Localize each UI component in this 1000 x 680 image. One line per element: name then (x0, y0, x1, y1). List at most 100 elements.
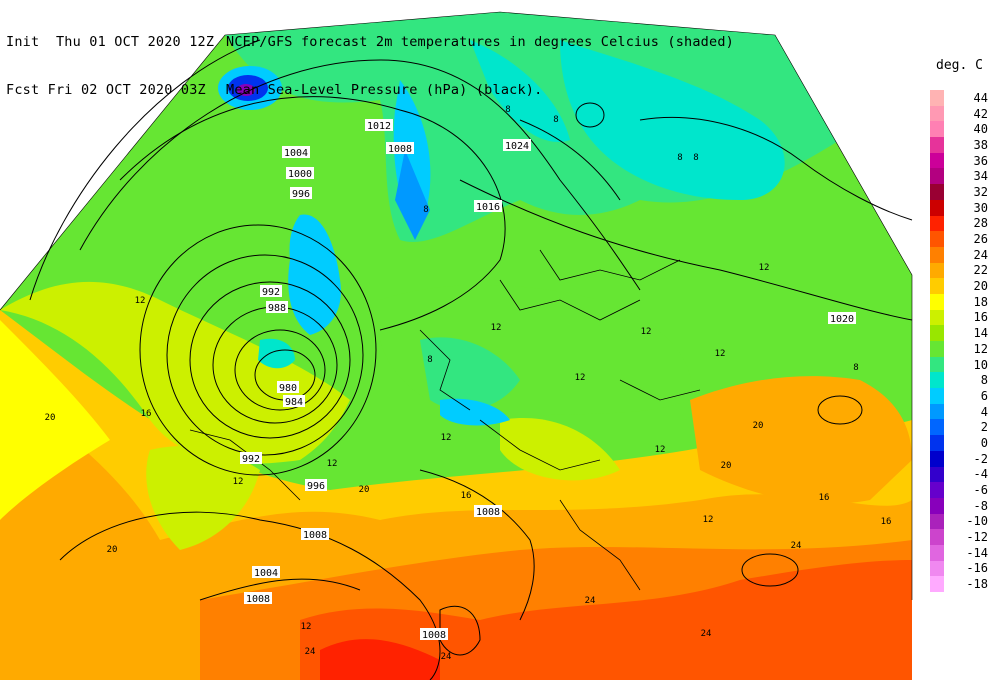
temperature-label: 16 (881, 517, 892, 527)
legend-label: -18 (966, 577, 988, 592)
legend-label: 28 (973, 216, 988, 231)
legend-label: 4 (980, 404, 988, 419)
temperature-label: 12 (327, 459, 338, 469)
legend-item: -12 (930, 529, 988, 545)
svg-text:1024: 1024 (505, 141, 529, 152)
svg-text:1008: 1008 (246, 594, 270, 605)
legend-label: 42 (973, 106, 988, 121)
legend-swatch (930, 105, 944, 122)
temperature-label: 20 (721, 461, 732, 471)
pressure-label: 992 (260, 285, 282, 298)
legend-swatch (930, 356, 944, 373)
pressure-label: 992 (240, 452, 262, 465)
legend-label: 24 (973, 247, 988, 262)
pressure-label: 996 (305, 479, 327, 492)
temperature-label: 20 (359, 485, 370, 495)
svg-text:996: 996 (307, 481, 325, 492)
legend-swatch (930, 215, 944, 232)
temperature-label: 20 (45, 413, 56, 423)
svg-text:992: 992 (242, 454, 260, 465)
temperature-label: 12 (703, 515, 714, 525)
legend-item: -14 (930, 544, 988, 561)
temperature-label: 24 (585, 596, 596, 606)
pressure-label: 1020 (828, 312, 856, 325)
legend-label: 6 (980, 388, 988, 403)
temperature-label: 8 (677, 153, 682, 163)
svg-text:1008: 1008 (422, 630, 446, 641)
legend-label: 0 (980, 435, 988, 450)
legend-label: 40 (973, 122, 988, 137)
svg-text:1012: 1012 (367, 121, 391, 132)
legend-swatch (930, 388, 944, 404)
legend-item: 44 (930, 90, 988, 106)
legend-item: 34 (930, 168, 988, 185)
svg-text:984: 984 (285, 397, 303, 408)
title-line-1: NCEP/GFS forecast 2m temperatures in deg… (226, 34, 734, 50)
legend-swatch (930, 152, 944, 169)
temperature-field (0, 12, 912, 680)
legend-item: 42 (930, 105, 988, 122)
legend-label: -6 (973, 483, 988, 498)
pressure-label: 1008 (386, 142, 414, 155)
legend-label: 2 (980, 420, 988, 435)
temperature-label: 16 (819, 493, 830, 503)
legend-label: -8 (973, 498, 988, 513)
map-boundary (0, 11, 913, 600)
legend-label: 16 (973, 310, 988, 325)
svg-text:992: 992 (262, 287, 280, 298)
legend-swatch (930, 168, 944, 185)
svg-text:1008: 1008 (476, 507, 500, 518)
legend-item: -10 (930, 513, 988, 530)
legend-swatch (930, 544, 944, 561)
temperature-label: 20 (107, 545, 118, 555)
legend-swatch (930, 121, 944, 138)
pressure-label: 1004 (252, 566, 280, 579)
legend-swatch (930, 293, 944, 310)
legend-label: 22 (973, 263, 988, 278)
legend-label: -4 (973, 467, 988, 482)
temperature-label: 24 (441, 652, 452, 662)
legend-item: 14 (930, 325, 988, 341)
legend-swatch (930, 262, 944, 279)
temperature-label: 12 (575, 373, 586, 383)
legend-swatch (930, 466, 944, 483)
temperature-label: 12 (233, 477, 244, 487)
forecast-time-line: Fcst Fri 02 OCT 2020 03Z (6, 82, 206, 98)
temperature-label: 8 (505, 105, 510, 115)
legend-label: 26 (973, 232, 988, 247)
legend-swatch (930, 90, 944, 106)
pressure-label: 1016 (474, 200, 502, 213)
temperature-label: 12 (715, 349, 726, 359)
legend-item: 2 (930, 419, 988, 436)
legend-label: 32 (973, 184, 988, 199)
legend-item: 18 (930, 293, 988, 310)
legend-label: -16 (966, 561, 988, 576)
temperature-label: 12 (135, 296, 146, 306)
temperature-label: 20 (753, 421, 764, 431)
legend-swatch (930, 184, 944, 200)
temperature-label: 8 (427, 355, 432, 365)
map-header: Init Thu 01 OCT 2020 12Z NCEP/GFS foreca… (6, 2, 734, 114)
temperature-label: 16 (141, 409, 152, 419)
svg-text:1004: 1004 (284, 148, 308, 159)
title-line-2: Mean Sea-Level Pressure (hPa) (black). (226, 82, 543, 98)
pressure-label: 1008 (474, 505, 502, 518)
init-time-line: Init Thu 01 OCT 2020 12Z (6, 34, 215, 50)
legend-item: 26 (930, 231, 988, 247)
legend-item: 12 (930, 341, 988, 357)
svg-text:1016: 1016 (476, 202, 500, 213)
pressure-label: 1008 (420, 628, 448, 641)
temperature-label: 24 (701, 629, 712, 639)
pressure-label: 1004 (282, 146, 310, 159)
temperature-label: 12 (641, 327, 652, 337)
legend-swatch (930, 325, 944, 341)
temperature-label: 24 (305, 647, 316, 657)
legend-label: -2 (973, 451, 988, 466)
legend-item: -4 (930, 466, 988, 483)
legend-label: -12 (966, 530, 988, 545)
legend-swatch (930, 403, 944, 420)
legend-item: 16 (930, 309, 988, 326)
pressure-label: 1008 (244, 592, 272, 605)
svg-text:1008: 1008 (388, 144, 412, 155)
legend-title: deg. C (936, 58, 983, 73)
